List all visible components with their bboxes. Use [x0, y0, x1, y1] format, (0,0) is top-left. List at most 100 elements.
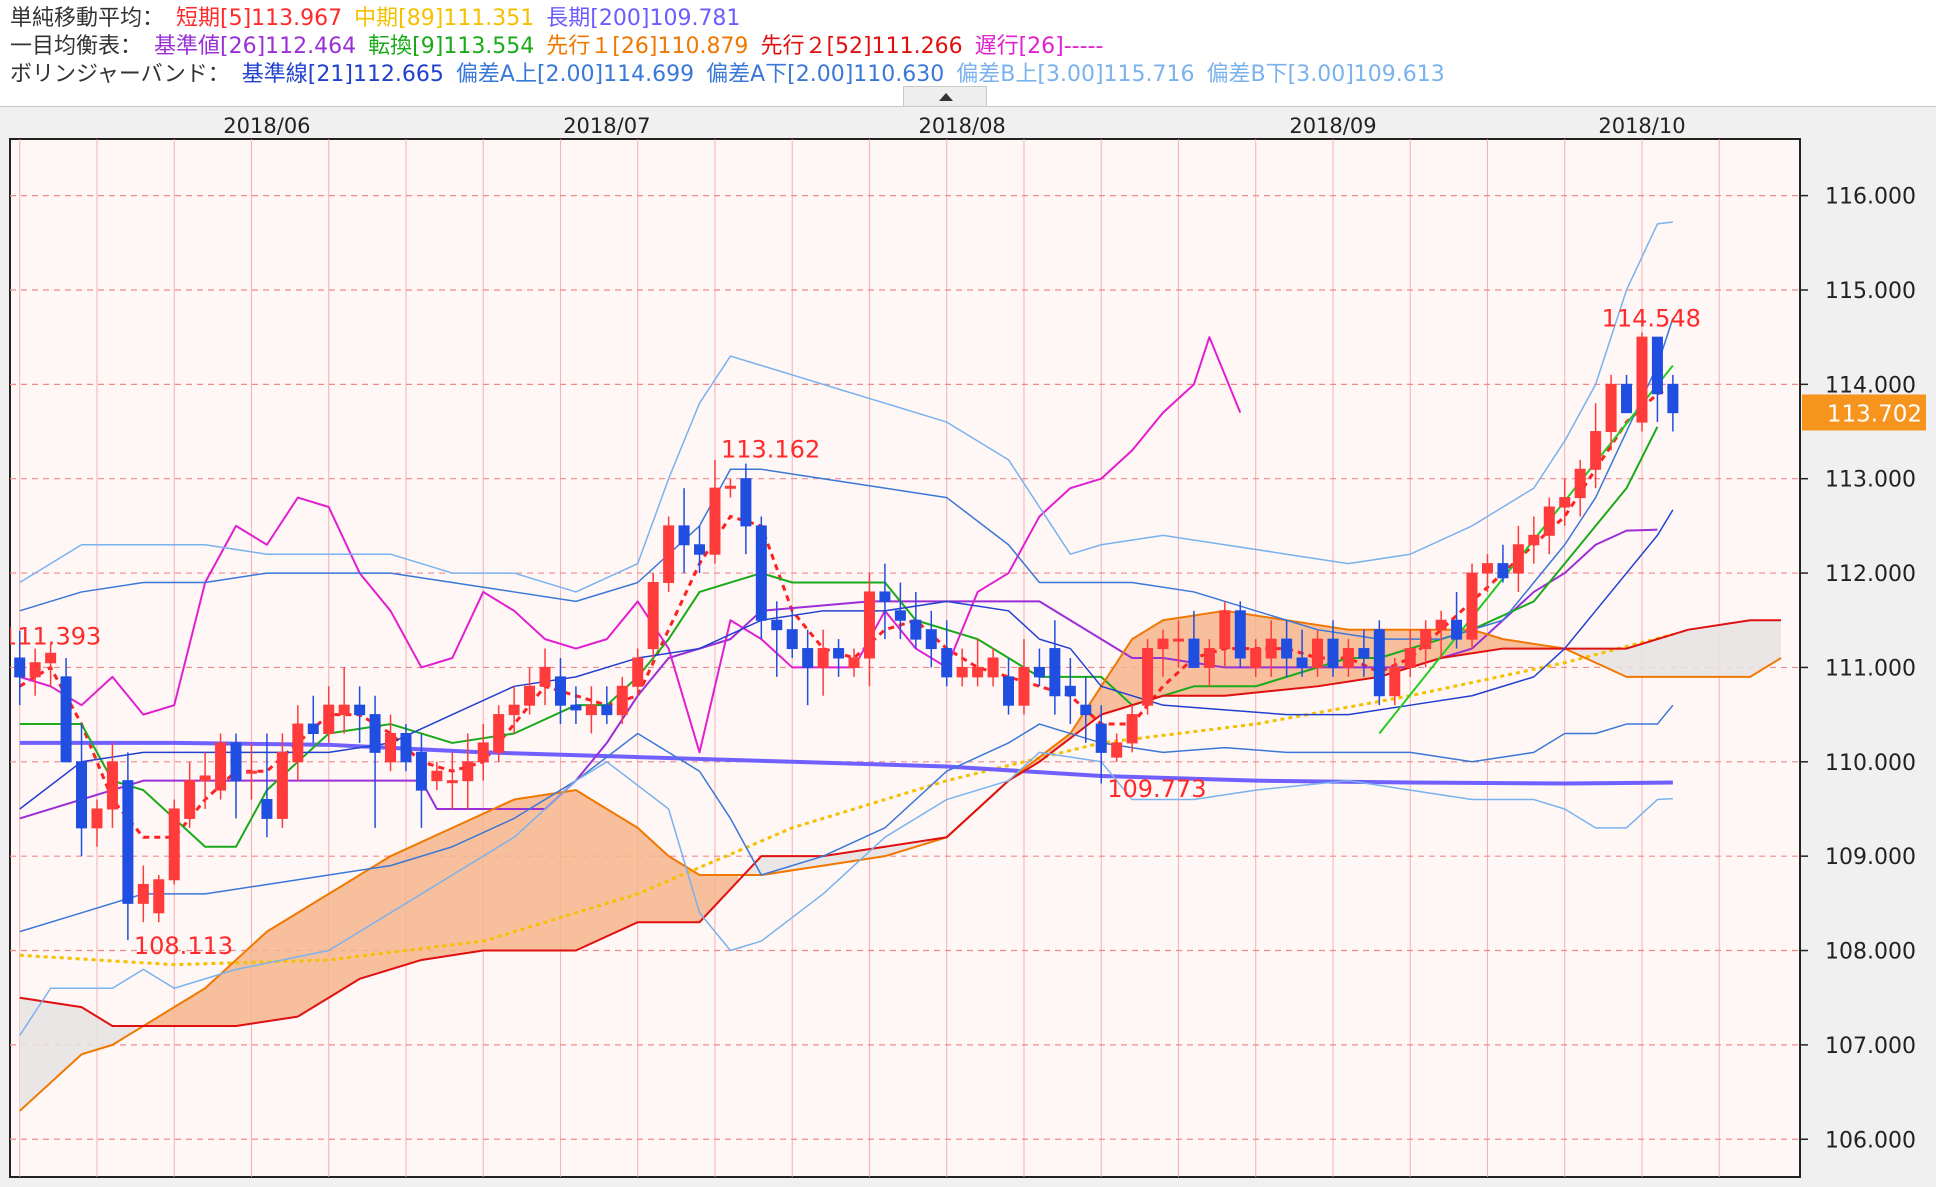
candle [678, 488, 690, 574]
candle [1528, 516, 1540, 564]
series-line [19, 318, 1674, 640]
candle-body [601, 704, 613, 716]
candle [539, 648, 551, 706]
candle-body [863, 591, 875, 659]
candle [385, 714, 397, 772]
candle-body [91, 808, 103, 829]
candle-body [1435, 619, 1447, 631]
candle [91, 799, 103, 847]
legend-bollinger-label: ボリンジャーバンド： [10, 62, 230, 87]
candle [1250, 639, 1262, 677]
legend-sma-mid[interactable]: 中期[89]111.351 [354, 6, 535, 31]
candle-body [1466, 572, 1478, 640]
candle [802, 629, 814, 706]
candle [462, 733, 474, 809]
candle-body [1590, 431, 1602, 470]
legend-ichimoku-tenkan[interactable]: 転換[9]113.554 [368, 34, 535, 59]
candle-body [477, 742, 489, 763]
candle-body [1250, 648, 1262, 668]
candle-body [1188, 638, 1200, 668]
candle [601, 686, 613, 725]
legend-ichimoku-senkou1[interactable]: 先行１[26]110.879 [546, 34, 749, 59]
candle-body [230, 742, 242, 782]
candle [1389, 658, 1401, 706]
legend-ichimoku-chikou[interactable]: 遅行[26]----- [974, 34, 1104, 59]
candle-body [1420, 629, 1432, 650]
candle [817, 629, 829, 696]
candle-body [137, 883, 149, 904]
candle-body [632, 657, 644, 687]
candle [1312, 629, 1324, 677]
candle [215, 733, 227, 800]
candle-body [1543, 506, 1555, 536]
candle-body [354, 704, 366, 716]
legend-bollinger-a-down[interactable]: 偏差A下[2.00]110.630 [706, 62, 945, 87]
candle [848, 648, 860, 677]
candle [137, 865, 149, 923]
candle-body [786, 629, 798, 650]
candle-body [694, 544, 706, 555]
candle-body [1157, 638, 1169, 650]
candle [863, 573, 875, 687]
legend-bollinger-base[interactable]: 基準線[21]112.665 [241, 62, 444, 87]
last-price-label: 113.702 [1827, 401, 1922, 427]
candle-body [1636, 336, 1648, 423]
candle-body [493, 714, 505, 753]
candle-body [1003, 676, 1015, 706]
plot-area [9, 138, 1801, 1178]
candle-body [1481, 563, 1493, 574]
legend-collapse-button[interactable] [903, 86, 987, 106]
candle [184, 761, 196, 828]
candle-body [771, 619, 783, 631]
collapse-up-icon [939, 93, 953, 101]
legend-bollinger-a-up[interactable]: 偏差A上[2.00]114.699 [455, 62, 695, 87]
legend-bollinger-b-down[interactable]: 偏差B下[3.00]109.613 [1206, 62, 1445, 87]
candle [554, 658, 566, 725]
candle [1296, 629, 1308, 677]
candle-body [1497, 563, 1509, 579]
legend-sma-label: 単純移動平均： [10, 6, 165, 31]
candle-body [539, 666, 551, 687]
candle-body [338, 704, 350, 716]
candle-body [292, 723, 304, 763]
x-tick-label: 2018/07 [563, 114, 650, 138]
legend-sma-short[interactable]: 短期[5]113.967 [176, 6, 343, 31]
candle [1281, 620, 1293, 677]
candle [60, 658, 72, 763]
candle [632, 648, 644, 696]
cloud-bearish [19, 997, 136, 1111]
legend-sma-long[interactable]: 長期[200]109.781 [546, 6, 741, 31]
candle [1543, 497, 1555, 555]
y-tick-label: 112.000 [1825, 562, 1916, 587]
candle-body [678, 525, 690, 546]
candle [524, 667, 536, 715]
candle [122, 752, 134, 941]
y-tick-label: 115.000 [1825, 279, 1916, 304]
candle-body [709, 487, 721, 555]
candle [354, 686, 366, 743]
candle [338, 667, 350, 734]
candle-body [1651, 336, 1663, 395]
candle-body [817, 648, 829, 668]
candle [1559, 478, 1571, 526]
legend-ichimoku-senkou2[interactable]: 先行２[52]111.266 [760, 34, 963, 59]
candle [153, 875, 165, 923]
chart-area[interactable]: 111.393 108.113 113.162 109.773 114.548 2018/… [0, 106, 1936, 1187]
candle [261, 733, 273, 838]
candle [1451, 591, 1463, 649]
legend-bollinger-b-up[interactable]: 偏差B上[3.00]115.716 [956, 62, 1195, 87]
candle-body [245, 770, 257, 774]
candle-body [570, 704, 582, 711]
candle-body [833, 648, 845, 659]
candle [1003, 658, 1015, 715]
candle [230, 733, 242, 819]
candle-body [554, 676, 566, 706]
candlestick-chart[interactable]: 111.393 108.113 113.162 109.773 114.548 2018/… [0, 107, 1936, 1187]
x-tick-label: 2018/09 [1289, 114, 1376, 138]
candle [1172, 620, 1184, 668]
candle [1667, 374, 1679, 432]
legend-ichimoku-kijun[interactable]: 基準値[26]112.464 [154, 34, 357, 59]
legend-ichimoku-row: 一目均衡表： 基準値[26]112.464 転換[9]113.554 先行１[26]1… [10, 32, 1115, 62]
candle-body [1342, 648, 1354, 668]
candle [415, 733, 427, 828]
